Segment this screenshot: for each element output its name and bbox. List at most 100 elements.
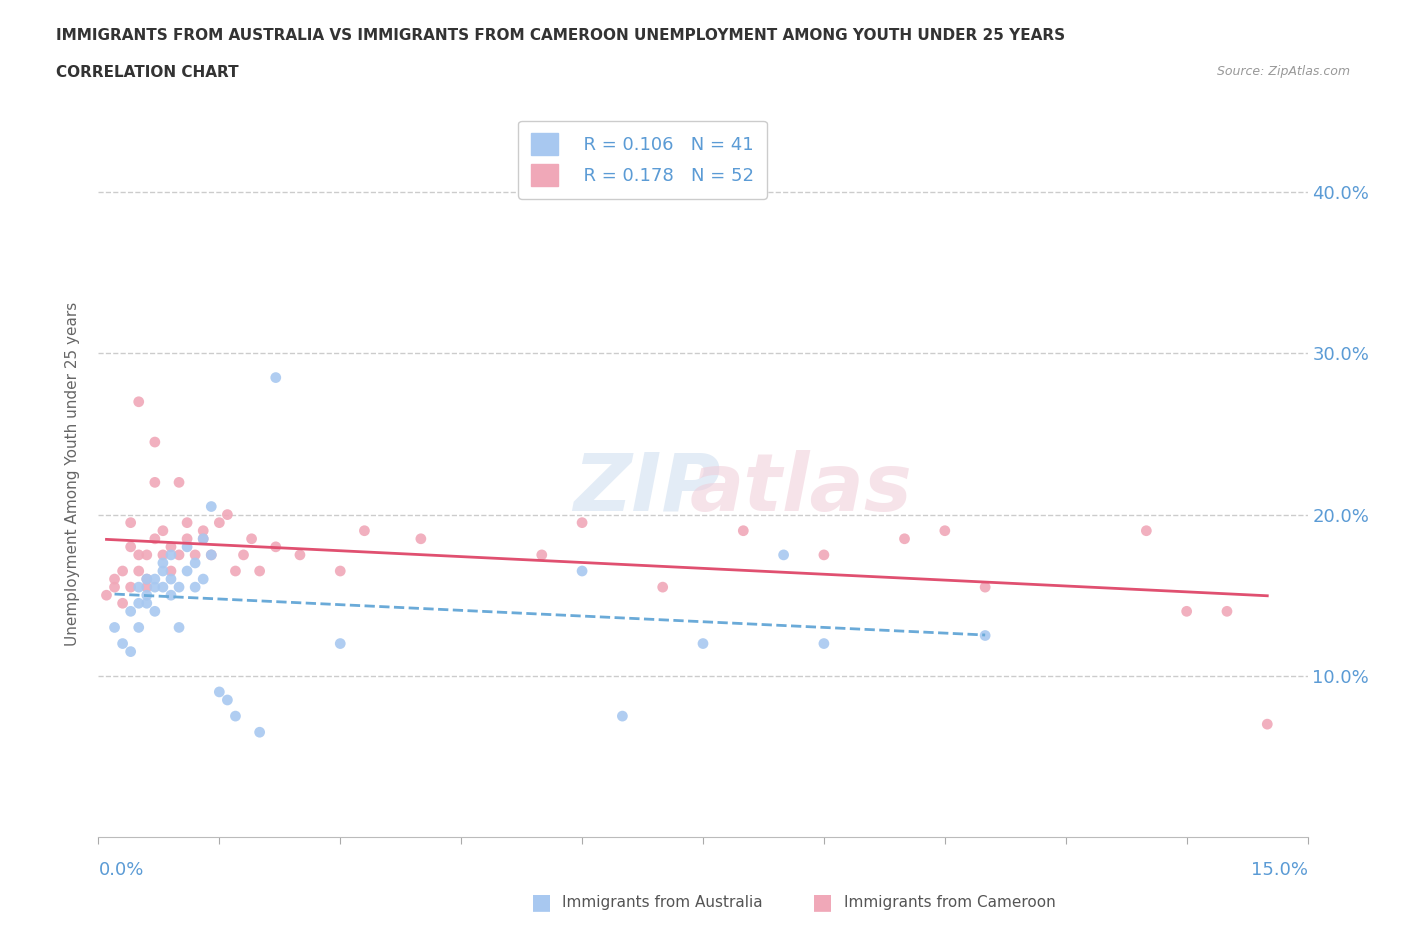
Point <box>111 636 134 651</box>
Point <box>176 539 198 554</box>
Point <box>353 524 375 538</box>
Point <box>974 579 997 594</box>
Point <box>103 620 125 635</box>
Point <box>120 515 142 530</box>
Point <box>329 636 352 651</box>
Point <box>813 548 835 563</box>
Point <box>135 548 157 563</box>
Point <box>160 548 183 563</box>
Point <box>120 579 142 594</box>
Point <box>329 564 352 578</box>
Point <box>733 524 755 538</box>
Point <box>249 564 271 578</box>
Point <box>135 588 157 603</box>
Point <box>135 579 157 594</box>
Point <box>152 555 174 570</box>
Point <box>152 579 174 594</box>
Point <box>571 515 593 530</box>
Point <box>813 636 835 651</box>
Point <box>167 475 190 490</box>
Point <box>111 564 134 578</box>
Point <box>893 531 915 546</box>
Point <box>224 709 246 724</box>
Point <box>200 499 222 514</box>
Point <box>143 531 166 546</box>
Point <box>167 548 190 563</box>
Legend:   R = 0.106   N = 41,   R = 0.178   N = 52: R = 0.106 N = 41, R = 0.178 N = 52 <box>519 121 766 199</box>
Point <box>111 596 134 611</box>
Point <box>193 531 215 546</box>
Point <box>128 579 150 594</box>
Point <box>167 620 190 635</box>
Point <box>193 572 215 587</box>
Point <box>651 579 673 594</box>
Point <box>135 572 157 587</box>
Point <box>934 524 956 538</box>
Point <box>120 604 142 618</box>
Point <box>208 684 231 699</box>
Point <box>772 548 794 563</box>
Point <box>120 644 142 659</box>
Text: ■: ■ <box>813 892 832 912</box>
Point <box>530 548 553 563</box>
Text: ■: ■ <box>531 892 551 912</box>
Point <box>152 548 174 563</box>
Point <box>152 564 174 578</box>
Point <box>96 588 118 603</box>
Point <box>160 564 183 578</box>
Y-axis label: Unemployment Among Youth under 25 years: Unemployment Among Youth under 25 years <box>65 302 80 646</box>
Point <box>224 564 246 578</box>
Point <box>184 579 207 594</box>
Point <box>232 548 254 563</box>
Point <box>143 579 166 594</box>
Point <box>103 572 125 587</box>
Point <box>176 515 198 530</box>
Text: atlas: atlas <box>690 450 912 528</box>
Point <box>143 572 166 587</box>
Point <box>1175 604 1198 618</box>
Point <box>264 539 287 554</box>
Point <box>208 515 231 530</box>
Point <box>128 548 150 563</box>
Point <box>176 564 198 578</box>
Text: IMMIGRANTS FROM AUSTRALIA VS IMMIGRANTS FROM CAMEROON UNEMPLOYMENT AMONG YOUTH U: IMMIGRANTS FROM AUSTRALIA VS IMMIGRANTS … <box>56 28 1066 43</box>
Point <box>288 548 311 563</box>
Point <box>128 620 150 635</box>
Point <box>240 531 263 546</box>
Point <box>143 604 166 618</box>
Point <box>571 564 593 578</box>
Point <box>167 579 190 594</box>
Point <box>264 370 287 385</box>
Text: Immigrants from Australia: Immigrants from Australia <box>562 895 763 910</box>
Point <box>1216 604 1239 618</box>
Point <box>974 628 997 643</box>
Point <box>160 539 183 554</box>
Text: Source: ZipAtlas.com: Source: ZipAtlas.com <box>1216 65 1350 78</box>
Point <box>128 394 150 409</box>
Point <box>217 507 239 522</box>
Point <box>184 548 207 563</box>
Point <box>200 548 222 563</box>
Point <box>176 531 198 546</box>
Point <box>249 724 271 739</box>
Text: ZIP: ZIP <box>574 450 720 528</box>
Point <box>217 693 239 708</box>
Point <box>1135 524 1157 538</box>
Text: 0.0%: 0.0% <box>98 860 143 879</box>
Point <box>612 709 634 724</box>
Point <box>103 579 125 594</box>
Point <box>184 555 207 570</box>
Point <box>160 588 183 603</box>
Point <box>193 524 215 538</box>
Point <box>692 636 714 651</box>
Point <box>152 524 174 538</box>
Point <box>409 531 432 546</box>
Point <box>200 548 222 563</box>
Point <box>128 564 150 578</box>
Point <box>120 539 142 554</box>
Point <box>143 475 166 490</box>
Point <box>143 434 166 449</box>
Point <box>135 596 157 611</box>
Point <box>160 572 183 587</box>
Point <box>1256 717 1278 732</box>
